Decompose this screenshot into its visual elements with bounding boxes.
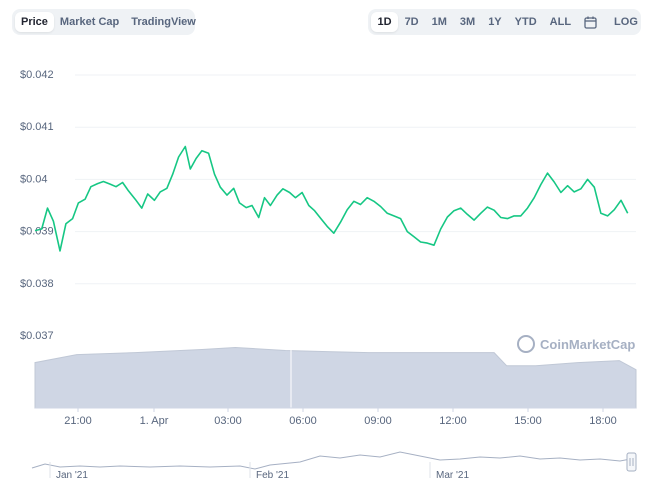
tab-price[interactable]: Price [15, 12, 54, 32]
watermark-text: CoinMarketCap [540, 337, 635, 352]
y-axis-labels: $0.042 $0.041 $0.04 $0.039 $0.038 $0.037 [20, 69, 54, 342]
y-tick-label: $0.042 [20, 69, 54, 81]
calendar-icon [584, 16, 597, 29]
chart-toolbar: Price Market Cap TradingView 1D 7D 1M 3M… [0, 0, 651, 44]
y-tick-label: $0.04 [20, 173, 48, 185]
tab-market-cap[interactable]: Market Cap [54, 12, 125, 32]
x-tick-label: 09:00 [364, 415, 392, 427]
x-tick-label: 21:00 [64, 415, 92, 427]
x-tick-label: 03:00 [214, 415, 242, 427]
x-tick-label: 12:00 [439, 415, 467, 427]
watermark: CoinMarketCap [517, 335, 635, 353]
range-1m-button[interactable]: 1M [425, 12, 453, 32]
range-3m-button[interactable]: 3M [453, 12, 481, 32]
range-navigator: Jan '21 Feb '21 Mar '21 [30, 446, 640, 481]
chart-type-tabs: Price Market Cap TradingView [12, 9, 196, 35]
x-tick-label: 1. Apr [140, 415, 169, 427]
volume-area-fill [34, 346, 637, 409]
y-tick-label: $0.041 [20, 121, 54, 133]
navigator-handle[interactable] [626, 452, 637, 472]
time-range-tabs: 1D 7D 1M 3M 1Y YTD ALL LOG [368, 9, 641, 35]
range-1y-button[interactable]: 1Y [482, 12, 508, 32]
price-line-path [34, 145, 629, 252]
x-tick-label: 18:00 [589, 415, 617, 427]
y-tick-label: $0.038 [20, 278, 54, 290]
navigator-line [31, 451, 637, 470]
navigator-label: Feb '21 [256, 470, 289, 481]
navigator-label: Mar '21 [436, 470, 469, 481]
x-tick-label: 06:00 [289, 415, 317, 427]
log-scale-button[interactable]: LOG [608, 12, 645, 32]
navigator-background [30, 446, 640, 476]
price-line [34, 145, 629, 252]
y-tick-label: $0.039 [20, 226, 54, 238]
grid-lines [75, 74, 636, 285]
calendar-button[interactable] [578, 12, 604, 32]
tab-tradingview[interactable]: TradingView [125, 12, 202, 32]
coinmarketcap-logo-icon [517, 335, 535, 353]
volume-area [34, 346, 637, 409]
range-ytd-button[interactable]: YTD [508, 12, 543, 32]
x-axis-labels: 21:00 1. Apr 03:00 06:00 09:00 12:00 15:00 18:0… [64, 408, 617, 427]
navigator-label: Jan '21 [56, 470, 88, 481]
y-tick-label: $0.037 [20, 330, 54, 342]
x-tick-label: 15:00 [514, 415, 542, 427]
range-all-button[interactable]: ALL [543, 12, 577, 32]
range-1d-button[interactable]: 1D [371, 12, 399, 32]
range-7d-button[interactable]: 7D [398, 12, 425, 32]
